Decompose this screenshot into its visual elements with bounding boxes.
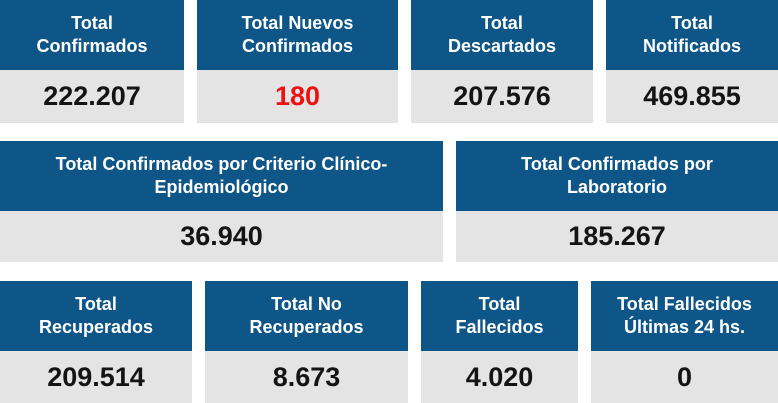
card-confirmados-criterio-clinico: Total Confirmados por Criterio Clínico- …	[0, 141, 443, 262]
card-value: 185.267	[456, 211, 778, 262]
card-total-confirmados: Total Confirmados 222.207	[0, 0, 184, 123]
card-value: 8.673	[205, 351, 408, 403]
card-title: Total Confirmados	[0, 0, 184, 70]
card-total-recuperados: Total Recuperados 209.514	[0, 281, 192, 403]
card-title: Total Fallecidos Últimas 24 hs.	[591, 281, 778, 351]
card-confirmados-laboratorio: Total Confirmados por Laboratorio 185.26…	[456, 141, 778, 262]
card-value: 180	[197, 70, 398, 123]
card-total-descartados: Total Descartados 207.576	[411, 0, 593, 123]
card-title: Total Fallecidos	[421, 281, 578, 351]
card-title: Total No Recuperados	[205, 281, 408, 351]
card-fallecidos-ultimas-24hs: Total Fallecidos Últimas 24 hs. 0	[591, 281, 778, 403]
card-title: Total Notificados	[606, 0, 778, 70]
card-value: 36.940	[0, 211, 443, 262]
card-total-notificados: Total Notificados 469.855	[606, 0, 778, 123]
card-title: Total Confirmados por Laboratorio	[456, 141, 778, 211]
card-title: Total Nuevos Confirmados	[197, 0, 398, 70]
card-title: Total Descartados	[411, 0, 593, 70]
card-title: Total Confirmados por Criterio Clínico- …	[0, 141, 443, 211]
card-value: 0	[591, 351, 778, 403]
card-value: 469.855	[606, 70, 778, 123]
card-value: 4.020	[421, 351, 578, 403]
card-title: Total Recuperados	[0, 281, 192, 351]
card-total-nuevos-confirmados: Total Nuevos Confirmados 180	[197, 0, 398, 123]
card-value: 209.514	[0, 351, 192, 403]
card-total-no-recuperados: Total No Recuperados 8.673	[205, 281, 408, 403]
card-value: 207.576	[411, 70, 593, 123]
card-value: 222.207	[0, 70, 184, 123]
card-total-fallecidos: Total Fallecidos 4.020	[421, 281, 578, 403]
